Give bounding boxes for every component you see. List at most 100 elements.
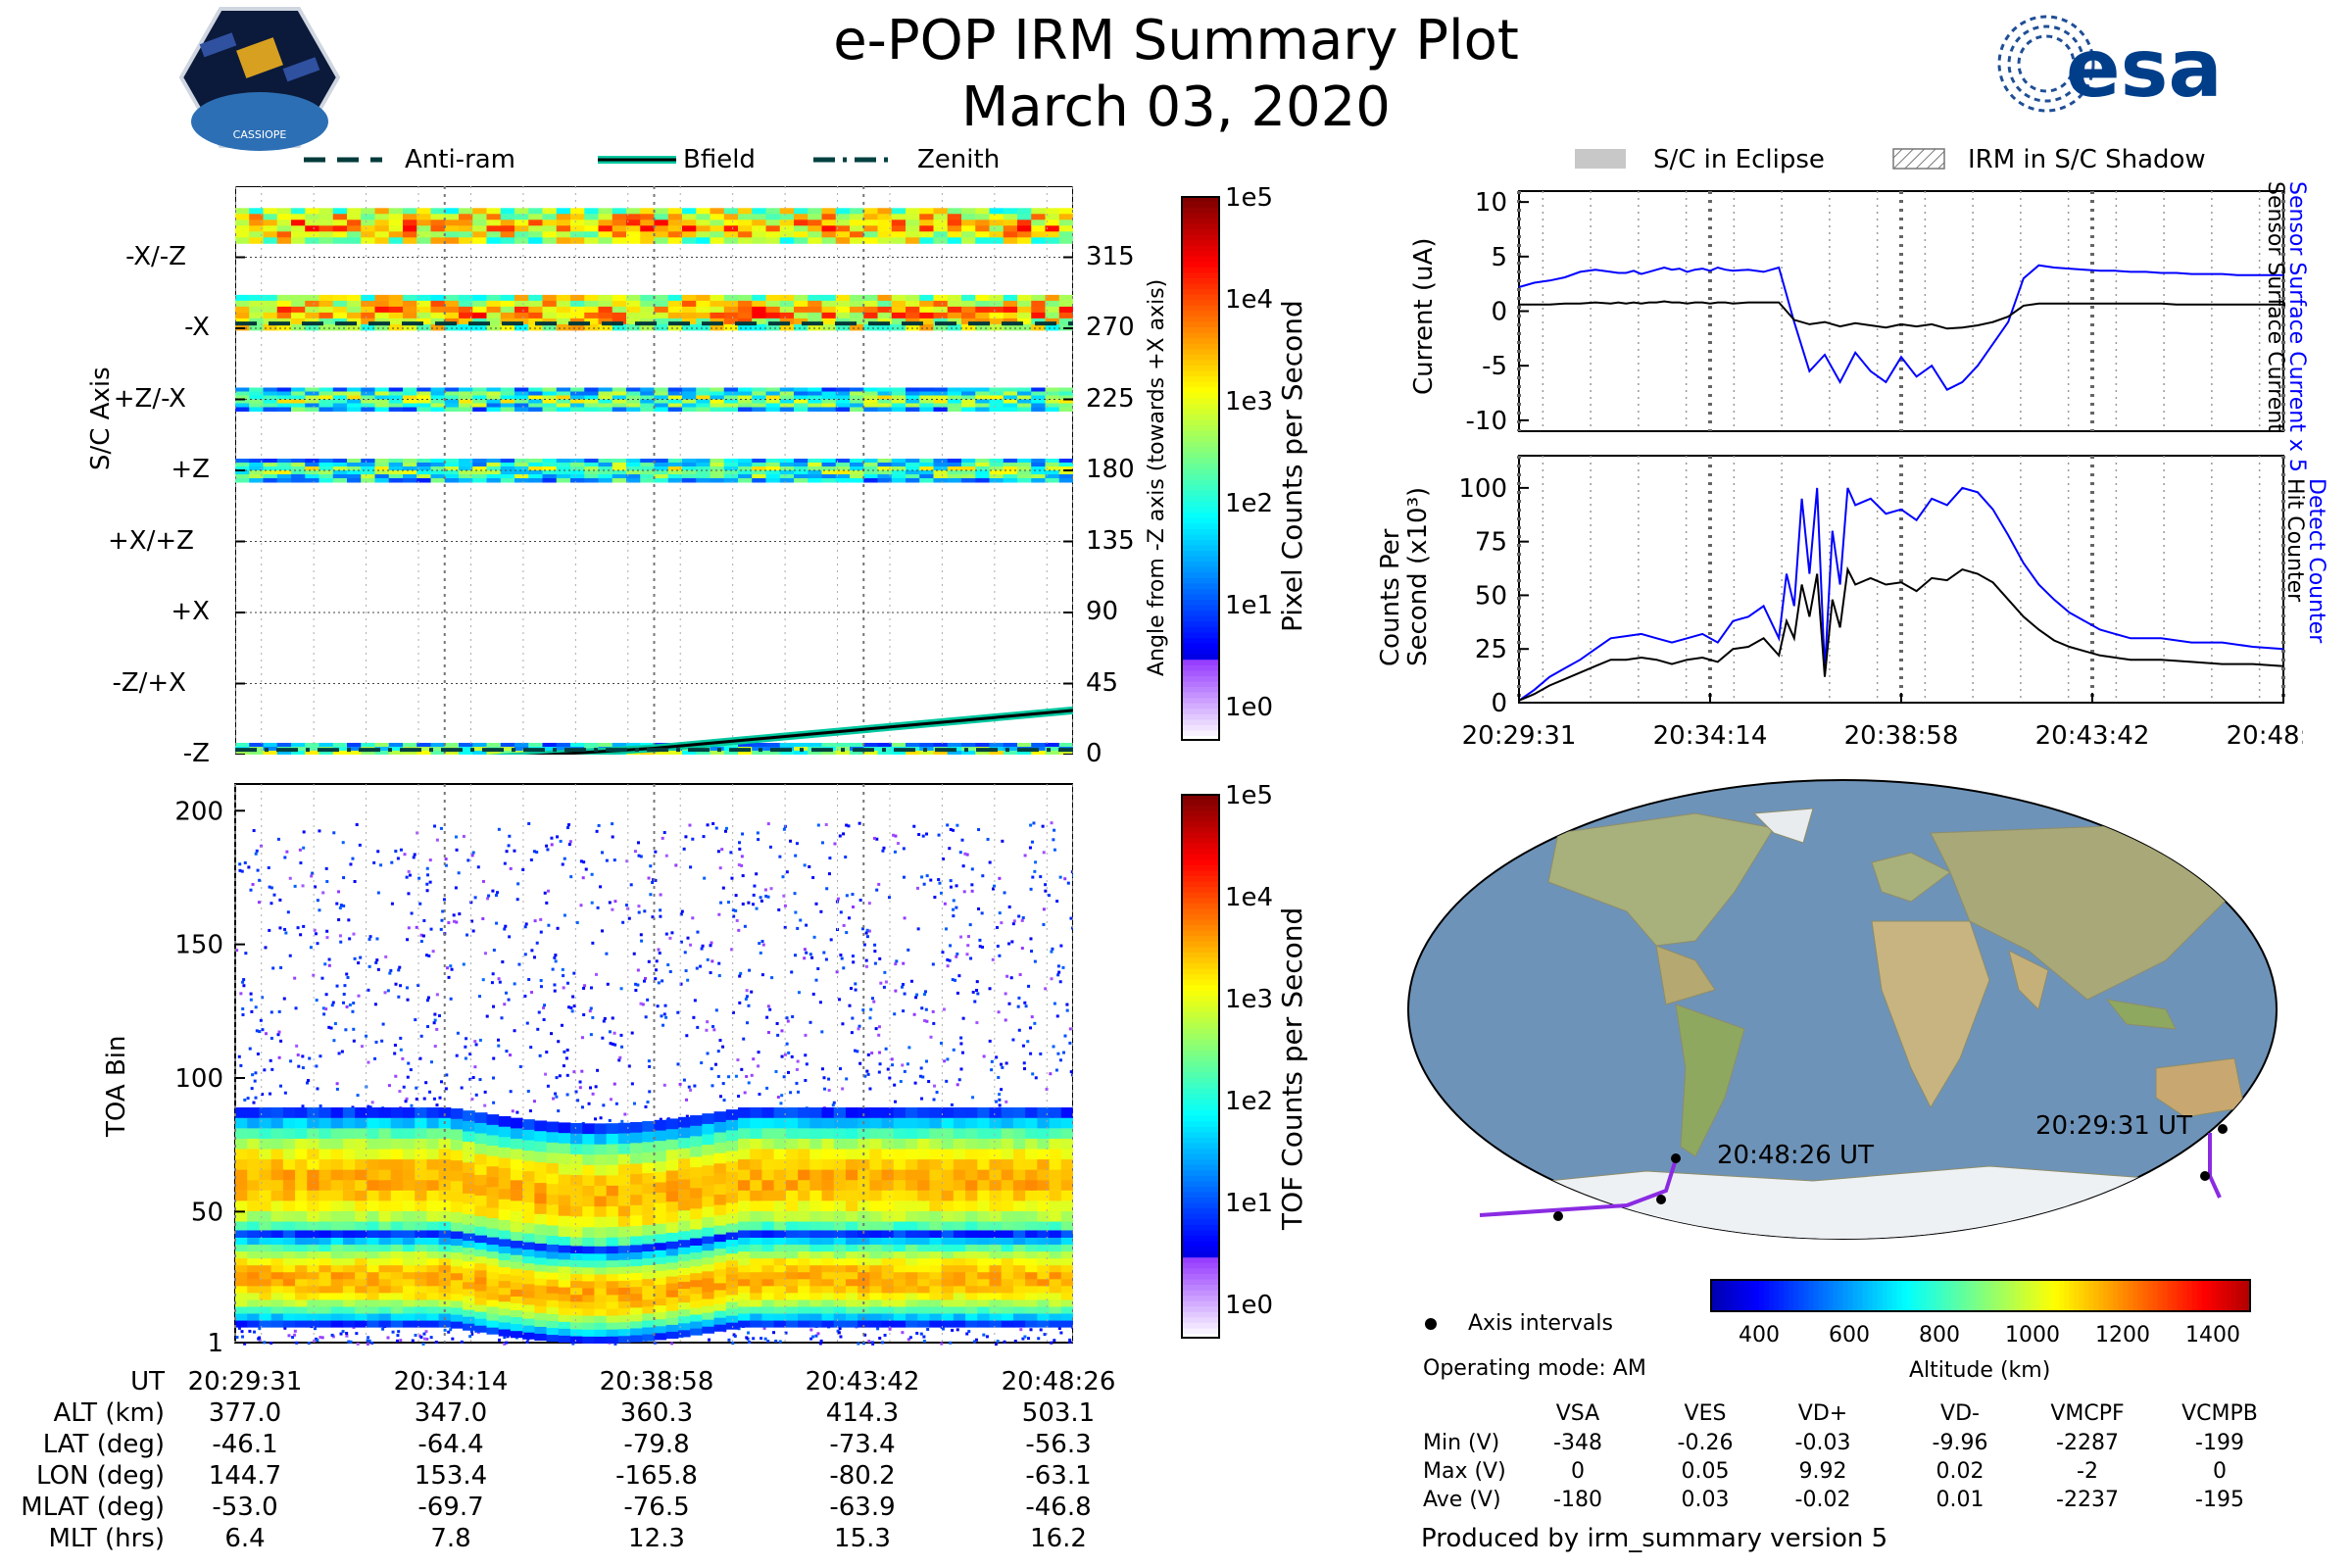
legend-shadow: IRM in S/C Shadow [1968, 145, 2206, 174]
ephem-cell: 15.3 [834, 1524, 891, 1553]
colorbar-cell [1181, 196, 1220, 203]
line-plot-frame [1518, 190, 2284, 432]
colorbar-cell [1181, 544, 1220, 551]
colorbar-cell [1181, 875, 1220, 882]
tof-ytick-label: 100 [176, 1064, 223, 1094]
pixel-axis-label: -Z [182, 739, 210, 768]
colorbar-cell [1181, 924, 1220, 931]
colorbar-cell [1181, 539, 1220, 546]
altitude-cell [2245, 1279, 2251, 1312]
operating-mode: Operating mode: AM [1423, 1356, 1646, 1381]
voltage-row-label: Min (V) [1423, 1431, 1500, 1455]
ephem-cell: 144.7 [208, 1461, 282, 1491]
colorbar-cell [1181, 913, 1220, 920]
altitude-cell [1813, 1279, 1819, 1312]
altitude-cell [2088, 1279, 2095, 1312]
voltage-cell: 0.02 [1936, 1459, 1984, 1484]
ephem-cell: -64.4 [417, 1430, 484, 1459]
colorbar-tick: 1e0 [1225, 692, 1274, 722]
colorbar-cell [1181, 610, 1220, 616]
altitude-cell [1867, 1279, 1874, 1312]
ephem-cell: -56.3 [1025, 1430, 1092, 1459]
colorbar-cell [1181, 277, 1220, 284]
colorbar-cell [1181, 897, 1220, 904]
colorbar-cell [1181, 207, 1220, 214]
ytick-label: 75 [1475, 528, 1507, 558]
altitude-cell [2216, 1279, 2223, 1312]
colorbar-cell [1181, 550, 1220, 557]
altitude-cell [1931, 1279, 1937, 1312]
pixel-colorbar-label: Pixel Counts per Second [1276, 300, 1308, 632]
colorbar-cell [1181, 397, 1220, 404]
esa-logo: esa [1997, 15, 2223, 116]
altitude-cell [2044, 1279, 2050, 1312]
colorbar-cell [1181, 1054, 1220, 1062]
altitude-cell [1926, 1279, 1933, 1312]
altitude-cell [2226, 1279, 2232, 1312]
colorbar-cell [1181, 1295, 1220, 1301]
altitude-cell [2196, 1279, 2203, 1312]
colorbar-cell [1181, 1289, 1220, 1297]
colorbar-cell [1181, 1148, 1220, 1154]
colorbar-cell [1181, 995, 1220, 1002]
colorbar-cell [1181, 1093, 1220, 1100]
colorbar-cell [1181, 1050, 1220, 1056]
ephem-cell: 20:43:42 [805, 1367, 920, 1396]
altitude-cell [1857, 1279, 1864, 1312]
altitude-cell [2137, 1279, 2144, 1312]
ephem-cell: 503.1 [1021, 1398, 1096, 1428]
colorbar-cell [1181, 1229, 1220, 1236]
colorbar-cell [1181, 348, 1220, 355]
altitude-cell [2118, 1279, 2125, 1312]
counts-right-label-blue: Detect Counter [2304, 478, 2328, 644]
pixel-axis-label: -X/-Z [125, 241, 186, 271]
colorbar-cell [1181, 1109, 1220, 1116]
colorbar-cell [1181, 1207, 1220, 1214]
voltage-col-header: VES [1684, 1401, 1727, 1426]
voltage-cell: -0.03 [1794, 1431, 1851, 1455]
altitude-cell [1788, 1279, 1794, 1312]
colorbar-cell [1181, 1202, 1220, 1209]
pixel-axis-label: -Z/+X [112, 667, 186, 698]
altitude-cell [2010, 1279, 2016, 1312]
colorbar-cell [1181, 691, 1220, 699]
ephem-cell: 7.8 [430, 1524, 471, 1553]
colorbar-cell [1181, 332, 1220, 339]
altitude-cell [2167, 1279, 2174, 1312]
colorbar-cell [1181, 809, 1220, 816]
pixel-angle-label: Angle from -Z axis (towards +X axis) [1145, 278, 1169, 676]
plot-title: e-POP IRM Summary Plot [833, 9, 1519, 73]
ephem-cell: -63.1 [1025, 1461, 1092, 1491]
altitude-cell [1936, 1279, 1942, 1312]
ephem-cell: -46.1 [212, 1430, 278, 1459]
colorbar-cell [1181, 1152, 1220, 1160]
xtick-label: 20:43:42 [2035, 721, 2150, 751]
pixel-axis-label: +Z/-X [113, 383, 186, 414]
colorbar-tick: 1e2 [1225, 1086, 1274, 1116]
colorbar-cell [1181, 680, 1220, 687]
voltage-cell: -180 [1553, 1488, 1602, 1512]
colorbar-cell [1181, 1240, 1220, 1248]
voltage-cell: -199 [2195, 1431, 2244, 1455]
colorbar-cell [1181, 228, 1220, 235]
ephem-row-label: MLAT (deg) [21, 1493, 165, 1522]
altitude-cell [1896, 1279, 1903, 1312]
altitude-cell [1886, 1279, 1893, 1312]
colorbar-cell [1181, 1022, 1220, 1029]
voltage-cell: -2287 [2056, 1431, 2119, 1455]
colorbar-tick: 1e3 [1225, 984, 1274, 1014]
colorbar-cell [1181, 967, 1220, 975]
altitude-cell [1838, 1279, 1844, 1312]
colorbar-tick: 1e0 [1225, 1290, 1274, 1320]
colorbar-cell [1181, 446, 1220, 453]
ephem-cell: -53.0 [212, 1493, 278, 1522]
colorbar-cell [1181, 831, 1220, 839]
voltage-col-header: VSA [1555, 1401, 1600, 1426]
altitude-cell [1725, 1279, 1731, 1312]
voltage-cell: 0 [2213, 1459, 2227, 1484]
legend-eclipse: S/C in Eclipse [1653, 145, 1825, 174]
altitude-cell [2211, 1279, 2218, 1312]
colorbar-cell [1181, 864, 1220, 871]
colorbar-cell [1181, 848, 1220, 855]
